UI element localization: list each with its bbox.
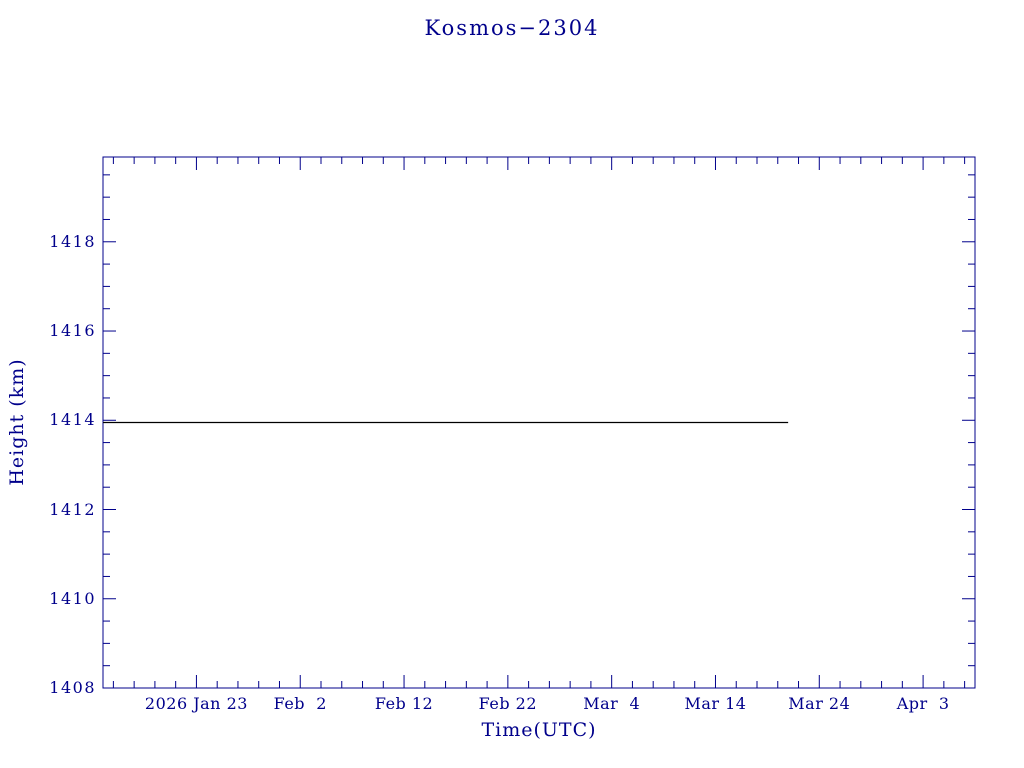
x-tick-label: Mar 24 bbox=[788, 694, 851, 713]
y-tick-label: 1414 bbox=[49, 410, 96, 430]
x-tick-label: Feb 12 bbox=[374, 694, 434, 713]
x-tick-label: Mar 14 bbox=[684, 694, 747, 713]
y-axis-label: Height (km) bbox=[6, 358, 28, 486]
x-tick-label: Feb 2 bbox=[273, 694, 327, 713]
y-tick-label: 1412 bbox=[49, 499, 96, 519]
x-tick-label: 2026 Jan 23 bbox=[144, 694, 248, 713]
x-tick-label: Mar 4 bbox=[583, 694, 641, 713]
x-tick-label: Feb 22 bbox=[478, 694, 538, 713]
y-tick-label: 1416 bbox=[49, 321, 96, 341]
chart-title: Kosmos−2304 bbox=[424, 16, 600, 40]
y-tick-label: 1408 bbox=[49, 678, 96, 697]
x-tick-label: Apr 3 bbox=[896, 694, 950, 713]
y-tick-label: 1410 bbox=[49, 588, 96, 608]
x-axis-label: Time(UTC) bbox=[481, 719, 597, 741]
y-tick-label: 1418 bbox=[49, 231, 96, 251]
